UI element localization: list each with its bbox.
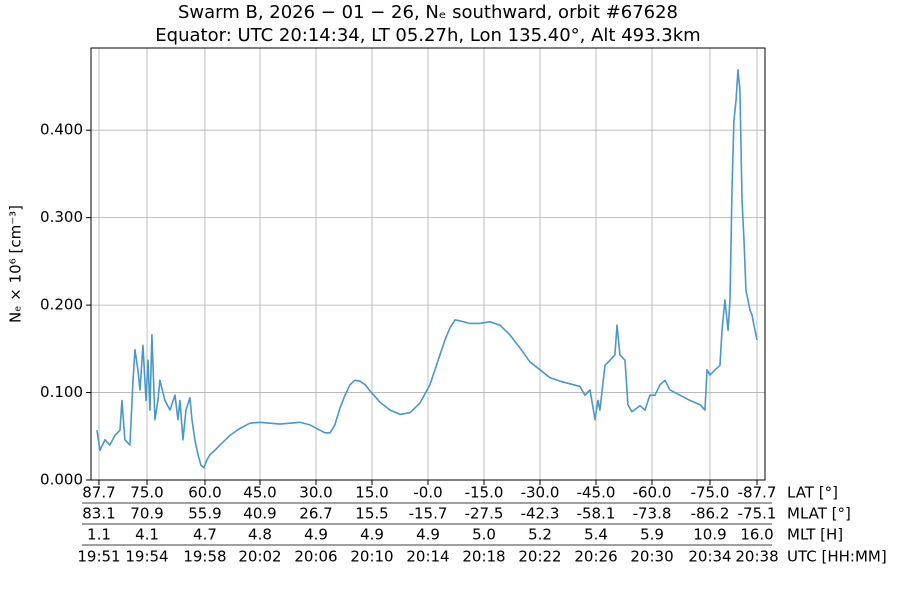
x-tick-label: -75.0: [691, 484, 730, 502]
y-tick-label: 0.000: [40, 471, 83, 489]
x-tick-label: 4.7: [193, 526, 217, 544]
y-tick-label: 0.300: [40, 208, 83, 226]
x-tick-label: 4.9: [304, 526, 328, 544]
chart-title: Swarm B, 2026 − 01 − 26, Nₑ southward, o…: [178, 2, 678, 23]
x-tick-label: 75.0: [130, 484, 163, 502]
x-tick-label: 5.0: [472, 526, 496, 544]
x-tick-label: 87.7: [82, 484, 115, 502]
x-tick-label: 5.2: [528, 526, 552, 544]
x-tick-label: 26.7: [299, 505, 332, 523]
x-tick-label: -0.0: [413, 484, 442, 502]
x-tick-label: 20:14: [406, 548, 449, 566]
tick-labels: 0.000 0.100 0.200 0.300 0.400 87.7 83.1 1.1 19:5…: [40, 121, 887, 566]
x-tick-label: 16.0: [740, 526, 773, 544]
data-line: [96, 69, 758, 469]
x-tick-label: 4.9: [416, 526, 440, 544]
row-label: LAT [°]: [787, 484, 838, 502]
x-tick-label: 15.0: [355, 484, 388, 502]
x-tick-label: 20:02: [238, 548, 281, 566]
x-tick-label: -75.1: [738, 505, 777, 523]
x-tick-label: 20:06: [294, 548, 337, 566]
x-tick-label: 20:26: [574, 548, 617, 566]
x-tick-label: 60.0: [188, 484, 221, 502]
x-tick-label: 20:22: [518, 548, 561, 566]
x-tick-label: 15.5: [355, 505, 388, 523]
grid: [91, 48, 765, 481]
x-tick-label: 30.0: [299, 484, 332, 502]
x-tick-label: -30.0: [521, 484, 560, 502]
x-tick-label: 5.4: [584, 526, 608, 544]
x-tick-label: -73.8: [633, 505, 672, 523]
x-tick-label: 4.9: [360, 526, 384, 544]
x-tick-label: 19:58: [183, 548, 226, 566]
x-axis-label: UTC [HH:MM]: [787, 548, 887, 566]
x-tick-label: 20:38: [735, 548, 778, 566]
x-tick-label: -45.0: [577, 484, 616, 502]
x-tick-label: 10.9: [693, 526, 726, 544]
x-tick-label: 19:54: [125, 548, 168, 566]
x-tick-label: 19:51: [77, 548, 120, 566]
x-tick-label: -27.5: [465, 505, 504, 523]
x-tick-label: -15.0: [465, 484, 504, 502]
x-tick-label: 4.1: [135, 526, 159, 544]
x-tick-label: 40.9: [243, 505, 276, 523]
x-tick-label: 1.1: [87, 526, 111, 544]
x-tick-label: -60.0: [633, 484, 672, 502]
x-tick-label: 70.9: [130, 505, 163, 523]
x-tick-label: 20:34: [688, 548, 731, 566]
x-tick-label: -87.7: [738, 484, 777, 502]
x-tick-label: 20:10: [350, 548, 393, 566]
x-tick-label: 55.9: [188, 505, 221, 523]
x-tick-label: -15.7: [409, 505, 448, 523]
x-tick-label: -86.2: [691, 505, 730, 523]
chart-subtitle: Equator: UTC 20:14:34, LT 05.27h, Lon 13…: [155, 25, 700, 46]
y-tick-label: 0.400: [40, 121, 83, 139]
x-tick-label: -42.3: [521, 505, 560, 523]
x-tick-label: 5.9: [640, 526, 664, 544]
y-tick-label: 0.100: [40, 383, 83, 401]
x-tick-label: 20:30: [630, 548, 673, 566]
row-label: MLT [H]: [787, 526, 843, 544]
x-tick-label: 4.8: [248, 526, 272, 544]
y-axis-label: Nₑ × 10⁶ [cm⁻³]: [7, 205, 25, 323]
x-tick-label: 83.1: [82, 505, 115, 523]
x-tick-label: 45.0: [243, 484, 276, 502]
plot-area: [96, 69, 758, 469]
x-tick-label: -58.1: [577, 505, 616, 523]
row-label: MLAT [°]: [787, 505, 851, 523]
x-tick-label: 20:18: [462, 548, 505, 566]
y-tick-label: 0.200: [40, 296, 83, 314]
